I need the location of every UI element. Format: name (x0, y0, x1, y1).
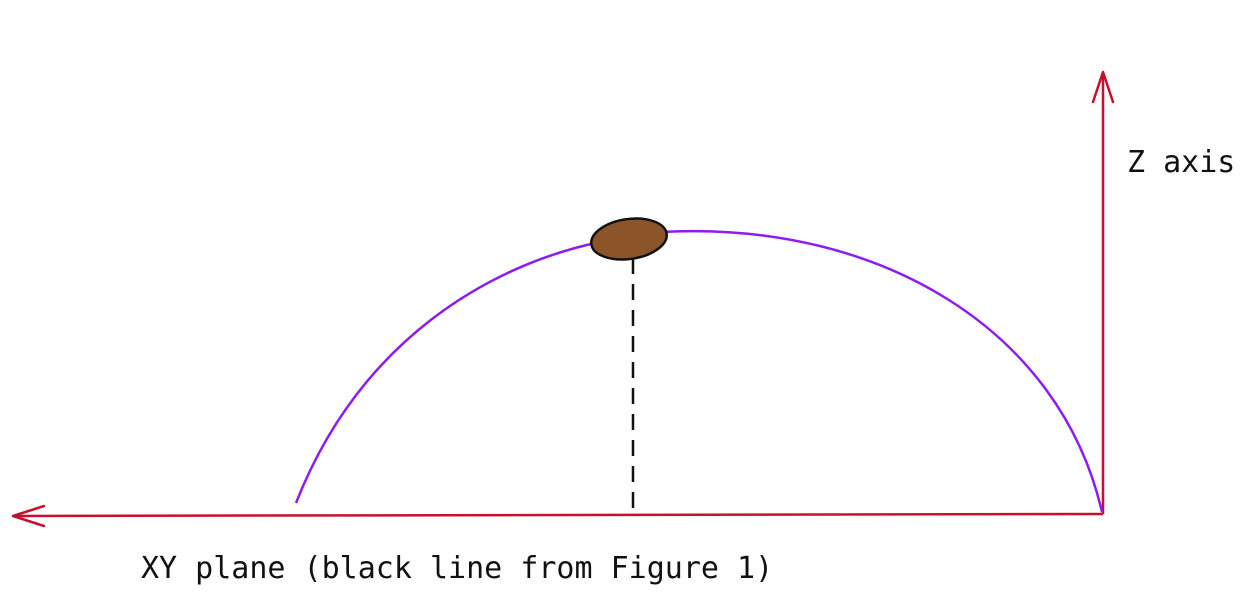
z-axis-arrowhead-icon (1091, 70, 1115, 104)
xy-plane-arrowhead-icon (11, 504, 46, 528)
trajectory-arc (294, 229, 1104, 513)
object-ellipse (590, 217, 668, 261)
xy-plane-line (13, 512, 1104, 518)
z-axis-label: Z axis (1127, 145, 1235, 180)
xy-plane-label: XY plane (black line from Figure 1) (141, 551, 773, 586)
